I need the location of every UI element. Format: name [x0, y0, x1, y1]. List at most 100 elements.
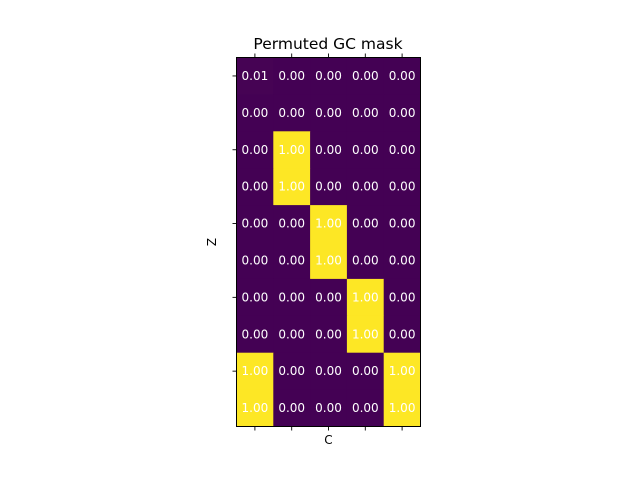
- cell-label-r6-c0: 0.00: [242, 290, 269, 304]
- cell-label-r4-c2: 1.00: [315, 217, 342, 231]
- cell-label-r4-c0: 0.00: [242, 217, 269, 231]
- cell-label-r3-c3: 0.00: [352, 180, 379, 194]
- heatmap-cell-r2-c1: [273, 131, 311, 169]
- cell-label-r7-c1: 0.00: [278, 327, 305, 341]
- heatmap-cell-r5-c2: [310, 242, 348, 280]
- heatmap-cell-r6-c2: [310, 278, 348, 317]
- cell-label-r3-c4: 0.00: [389, 180, 416, 194]
- heatmap-cell-r2-c3: [346, 131, 385, 169]
- cell-label-r3-c0: 0.00: [242, 180, 269, 194]
- cell-label-r7-c2: 0.00: [315, 327, 342, 341]
- cell-label-r3-c2: 0.00: [315, 180, 342, 194]
- heatmap-cell-r8-c0: [236, 352, 274, 390]
- y-axis-label: Z: [205, 238, 219, 246]
- cell-label-r0-c1: 0.00: [278, 69, 305, 83]
- cell-label-r6-c4: 0.00: [389, 290, 416, 304]
- heatmap-cell-r4-c4: [383, 205, 421, 243]
- x-axis-label: C: [324, 433, 332, 447]
- heatmap-cell-r6-c3: [346, 278, 385, 317]
- heatmap-cell-r9-c1: [273, 389, 311, 427]
- heatmap-cell-r9-c3: [346, 389, 385, 427]
- heatmap-cell-r4-c0: [236, 205, 274, 243]
- heatmap-cell-r1-c3: [346, 94, 385, 132]
- cell-label-r4-c1: 0.00: [278, 217, 305, 231]
- heatmap-cell-r7-c3: [346, 315, 385, 354]
- cell-label-r1-c4: 0.00: [389, 106, 416, 120]
- cell-label-r0-c3: 0.00: [352, 69, 379, 83]
- cell-label-r8-c2: 0.00: [315, 364, 342, 378]
- heatmap-cell-r5-c0: [236, 242, 274, 280]
- heatmap-cell-r0-c2: [310, 57, 348, 95]
- cell-label-r5-c1: 0.00: [278, 253, 305, 267]
- cell-label-r6-c3: 1.00: [352, 290, 379, 304]
- heatmap-cell-r8-c1: [273, 352, 311, 390]
- heatmap-cell-r5-c4: [383, 242, 421, 280]
- heatmap-cell-r3-c1: [273, 168, 311, 206]
- heatmap-cell-r8-c3: [346, 352, 385, 390]
- cell-label-r2-c1: 1.00: [278, 143, 305, 157]
- heatmap-cell-r7-c4: [383, 315, 421, 354]
- cell-label-r1-c1: 0.00: [278, 106, 305, 120]
- cell-label-r9-c3: 0.00: [352, 401, 379, 415]
- cell-label-r9-c2: 0.00: [315, 401, 342, 415]
- heatmap-cell-r0-c3: [346, 57, 385, 95]
- cell-label-r7-c4: 0.00: [389, 327, 416, 341]
- heatmap-cell-r6-c4: [383, 278, 421, 317]
- cell-label-r7-c3: 1.00: [352, 327, 379, 341]
- heatmap-cell-r6-c1: [273, 278, 311, 317]
- cell-label-r4-c4: 0.00: [389, 217, 416, 231]
- heatmap-cell-r1-c4: [383, 94, 421, 132]
- heatmap-cell-r7-c1: [273, 315, 311, 354]
- heatmap-cell-r4-c3: [346, 205, 385, 243]
- cell-label-r9-c1: 0.00: [278, 401, 305, 415]
- heatmap-cell-r7-c2: [310, 315, 348, 354]
- cell-label-r5-c0: 0.00: [242, 253, 269, 267]
- heatmap-cell-r8-c2: [310, 352, 348, 390]
- cell-label-r5-c4: 0.00: [389, 253, 416, 267]
- heatmap-cell-r9-c2: [310, 389, 348, 427]
- cell-label-r9-c4: 1.00: [389, 401, 416, 415]
- heatmap-cells: [236, 57, 421, 427]
- cell-label-r6-c1: 0.00: [278, 290, 305, 304]
- heatmap-cell-r5-c1: [273, 242, 311, 280]
- heatmap-cell-r0-c0: [236, 57, 274, 95]
- chart-title: Permuted GC mask: [253, 35, 402, 53]
- heatmap-cell-r1-c0: [236, 94, 274, 132]
- cell-label-r8-c3: 0.00: [352, 364, 379, 378]
- cell-label-r1-c0: 0.00: [242, 106, 269, 120]
- cell-label-r8-c1: 0.00: [278, 364, 305, 378]
- heatmap-cell-r2-c2: [310, 131, 348, 169]
- cell-label-r9-c0: 1.00: [242, 401, 269, 415]
- cell-label-r5-c2: 1.00: [315, 253, 342, 267]
- heatmap-cell-r1-c2: [310, 94, 348, 132]
- heatmap-cell-r0-c4: [383, 57, 421, 95]
- cell-label-r1-c2: 0.00: [315, 106, 342, 120]
- heatmap-cell-r5-c3: [346, 242, 385, 280]
- heatmap-cell-r1-c1: [273, 94, 311, 132]
- cell-label-r4-c3: 0.00: [352, 217, 379, 231]
- cell-label-r1-c3: 0.00: [352, 106, 379, 120]
- cell-label-r2-c4: 0.00: [389, 143, 416, 157]
- heatmap-cell-r3-c3: [346, 168, 385, 206]
- cell-label-r7-c0: 0.00: [242, 327, 269, 341]
- heatmap-cell-r7-c0: [236, 315, 274, 354]
- heatmap-cell-r8-c4: [383, 352, 421, 390]
- cell-label-r2-c0: 0.00: [242, 143, 269, 157]
- heatmap-cell-r4-c2: [310, 205, 348, 243]
- heatmap-cell-r4-c1: [273, 205, 311, 243]
- heatmap-cell-r9-c0: [236, 389, 274, 427]
- heatmap-cell-r2-c0: [236, 131, 274, 169]
- heatmap-cell-r0-c1: [273, 57, 311, 95]
- cell-label-r3-c1: 1.00: [278, 180, 305, 194]
- cell-annotations: 0.01 0.00 0.00 0.00 0.00 0.00 0.00 0.00 0.00 0.00…: [242, 69, 416, 415]
- cell-label-r2-c2: 0.00: [315, 143, 342, 157]
- cell-label-r6-c2: 0.00: [315, 290, 342, 304]
- heatmap-cell-r3-c2: [310, 168, 348, 206]
- plot-frame: [236, 57, 421, 427]
- heatmap-cell-r6-c0: [236, 278, 274, 317]
- cell-label-r0-c4: 0.00: [389, 69, 416, 83]
- heatmap-cell-r2-c4: [383, 131, 421, 169]
- cell-label-r8-c4: 1.00: [389, 364, 416, 378]
- heatmap-cell-r3-c4: [383, 168, 421, 206]
